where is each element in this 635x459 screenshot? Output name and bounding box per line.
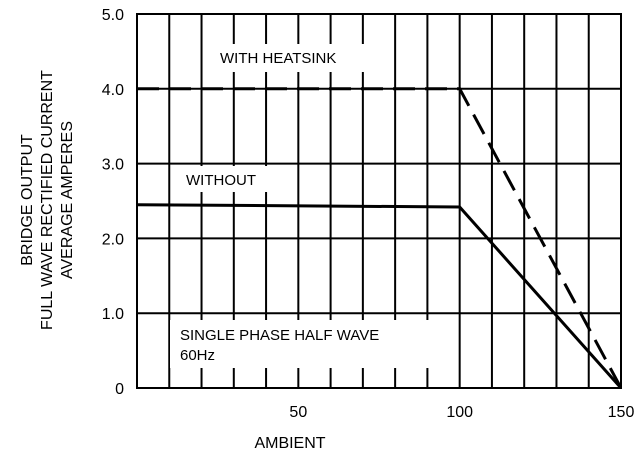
x-tick-label: 50 <box>289 404 307 421</box>
y-axis-label-line-2: FULL WAVE RECTIFIED CURRENT <box>39 70 56 330</box>
label-backdrop-without <box>176 166 276 192</box>
plot-frame <box>136 13 622 389</box>
y-tick-label: 2.0 <box>102 231 124 248</box>
y-axis-label-line-1: BRIDGE OUTPUT <box>19 134 36 266</box>
series-label-with-heatsink: WITH HEATSINK <box>220 50 336 67</box>
x-tick-label: 150 <box>608 404 635 421</box>
series-label-without: WITHOUT <box>186 172 256 189</box>
x-axis-label: AMBIENT <box>254 435 325 452</box>
label-backdrop-with-heatsink <box>210 44 380 72</box>
x-tick-labels: 50 100 150 <box>289 404 634 421</box>
y-tick-labels: 0 1.0 2.0 3.0 4.0 5.0 <box>102 7 124 398</box>
annotation-backdrop <box>170 320 440 368</box>
y-tick-label: 3.0 <box>102 157 124 174</box>
y-tick-label: 0 <box>115 381 124 398</box>
series-layer <box>136 87 623 389</box>
series-line-without <box>136 203 623 389</box>
y-axis-label-line-3: AVERAGE AMPERES <box>59 121 76 279</box>
y-tick-label: 4.0 <box>102 82 124 99</box>
annotation-frequency: 60Hz <box>180 347 215 364</box>
annotation-phase: SINGLE PHASE HALF WAVE <box>180 327 379 344</box>
y-tick-label: 1.0 <box>102 306 124 323</box>
series-line-with-heatsink <box>137 87 623 389</box>
y-tick-label: 5.0 <box>102 7 124 24</box>
x-tick-label: 100 <box>446 404 473 421</box>
